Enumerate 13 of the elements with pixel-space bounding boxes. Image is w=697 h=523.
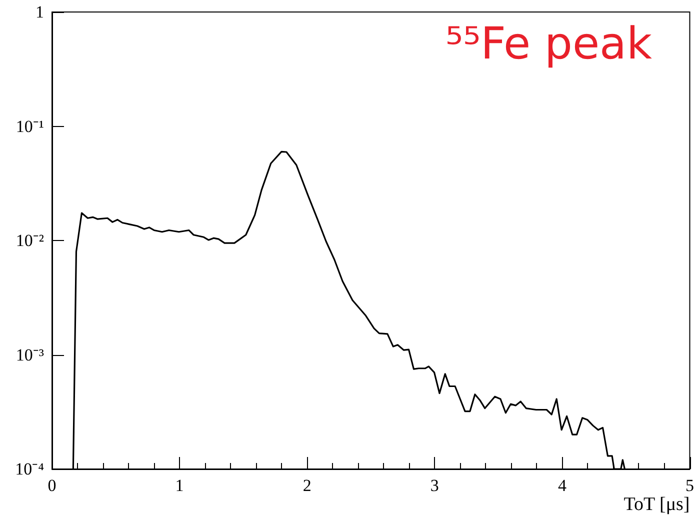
y-tick-label: 10⁻⁴ (15, 460, 44, 478)
y-tick-label: 10⁻¹ (16, 116, 44, 136)
y-tick-label: 10⁻³ (16, 345, 44, 364)
x-tick-label: 3 (430, 476, 439, 495)
x-axis-title: ToT [μs] (624, 494, 690, 515)
x-tick-label: 1 (175, 476, 184, 495)
annotation: ⁵⁵Fe peak (445, 18, 653, 70)
x-tick-label: 4 (558, 476, 567, 495)
x-tick-label: 5 (686, 476, 694, 495)
y-tick-label: 1 (36, 2, 44, 22)
y-tick-label: 10⁻² (16, 231, 44, 250)
x-tick-label: 0 (48, 476, 56, 495)
x-tick-label: 2 (302, 476, 312, 495)
